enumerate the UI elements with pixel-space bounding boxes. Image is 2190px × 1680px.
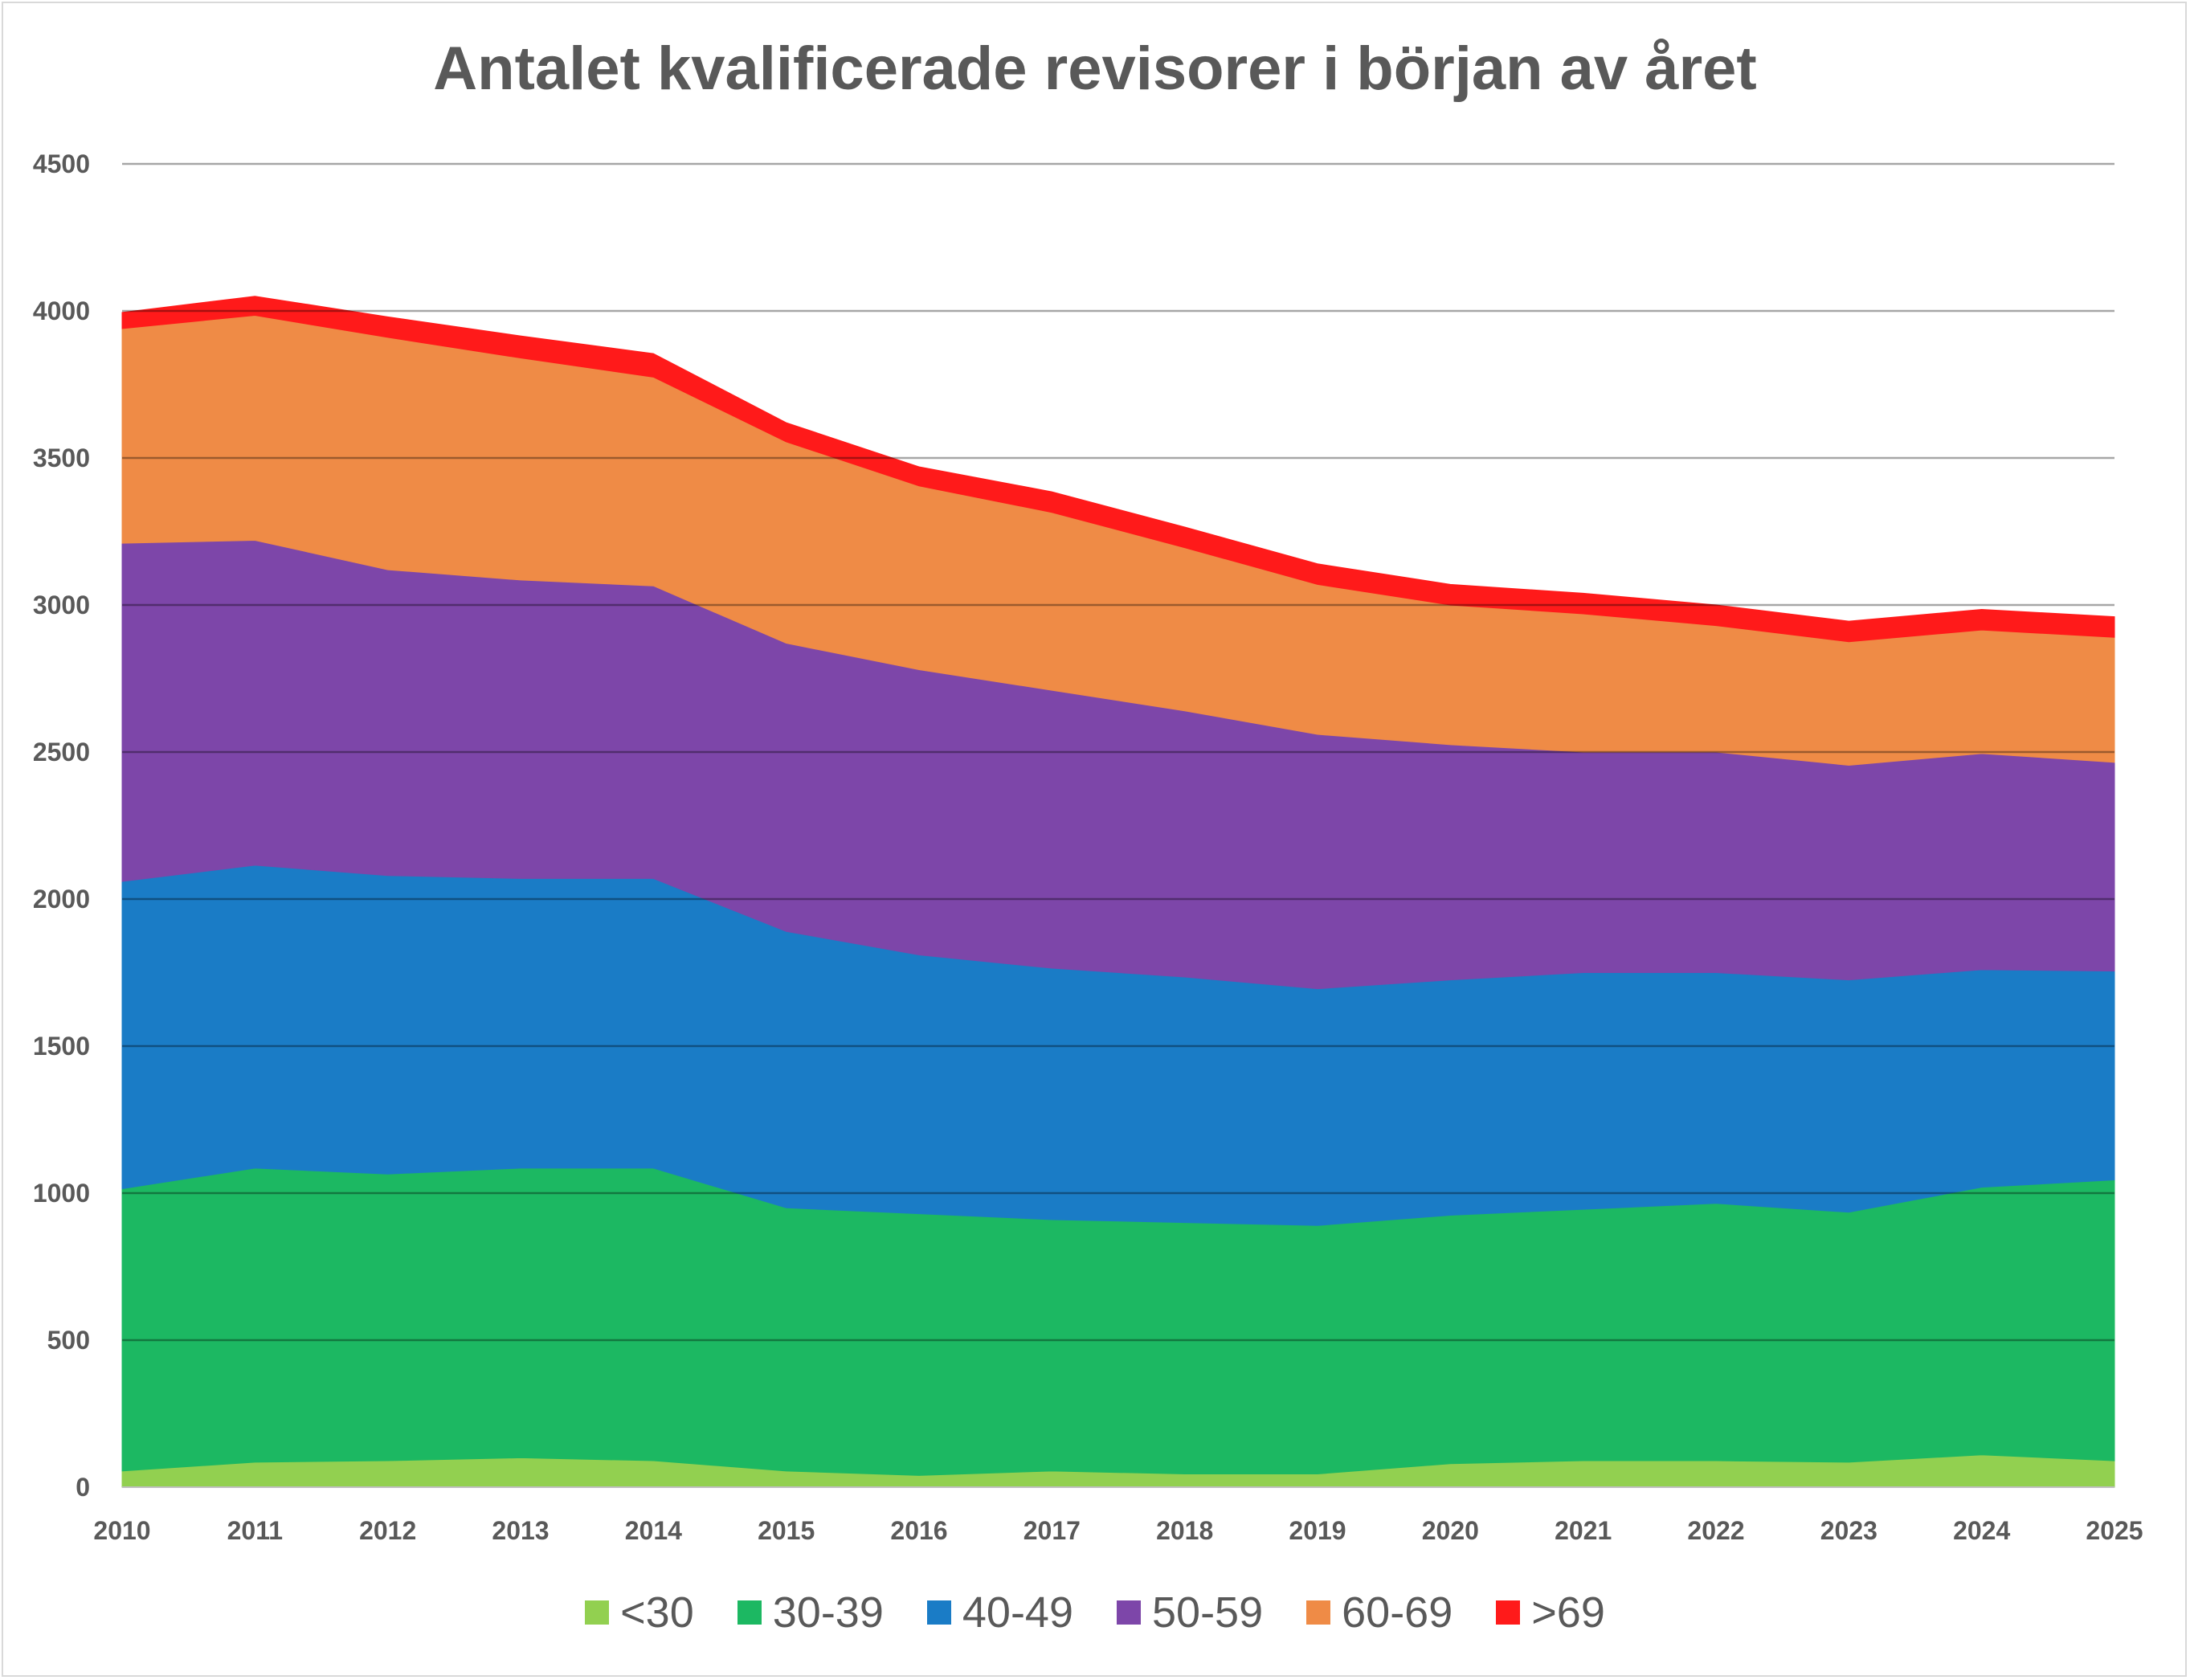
y-tick-label: 0 [76,1473,90,1502]
legend-item: 40-49 [926,1588,1073,1637]
x-tick-label: 2017 [1023,1516,1081,1545]
legend-swatch [737,1600,762,1625]
x-tick-label: 2025 [2086,1516,2143,1545]
x-tick-label: 2011 [227,1516,283,1545]
legend-swatch [1496,1600,1521,1625]
y-tick-label: 2000 [33,885,90,914]
legend-item: <30 [585,1588,694,1637]
legend-label: 30-39 [772,1588,884,1637]
y-tick-label: 4000 [33,296,90,325]
x-tick-label: 2010 [93,1516,150,1545]
legend: <30 30-39 40-49 50-59 60-69 >69 [0,1584,2190,1641]
legend-label: 50-59 [1152,1588,1264,1637]
x-tick-label: 2018 [1156,1516,1213,1545]
y-tick-label: 4500 [33,149,90,178]
x-tick-label: 2014 [625,1516,682,1545]
y-tick-label: 3500 [33,444,90,472]
area-layer [121,296,2115,1488]
x-tick-label: 2023 [1820,1516,1877,1545]
x-tick-label: 2019 [1289,1516,1346,1545]
legend-item: >69 [1496,1588,1605,1637]
legend-item: 30-39 [737,1588,884,1637]
x-tick-label: 2021 [1555,1516,1612,1545]
y-tick-label: 3000 [33,591,90,619]
legend-label: 40-49 [962,1588,1073,1637]
gridlines [122,162,2114,1488]
x-tick-label: 2022 [1687,1516,1744,1545]
legend-label: 60-69 [1342,1588,1453,1637]
legend-label: <30 [620,1588,694,1637]
x-tick-label: 2013 [492,1516,549,1545]
y-tick-label: 2500 [33,738,90,766]
area-series-5 [121,296,2115,643]
chart-title: Antalet kvalificerade revisorer i början… [433,35,1757,103]
legend-swatch [585,1600,610,1625]
legend-swatch [1117,1600,1141,1625]
y-tick-label: 1000 [33,1179,90,1208]
y-axis-ticks: 0 500 1000 1500 2000 2500 3000 3500 4000 4500 [33,149,90,1502]
legend-swatch [926,1600,951,1625]
x-tick-label: 2024 [1953,1516,2010,1545]
x-axis-ticks: 2010 2011 2012 2013 2014 2015 2016 2017 2018 2019… [93,1516,2143,1545]
x-tick-label: 2016 [890,1516,947,1545]
legend-item: 60-69 [1306,1588,1453,1637]
legend-item: 50-59 [1117,1588,1263,1637]
x-tick-label: 2012 [359,1516,416,1545]
x-tick-label: 2020 [1422,1516,1479,1545]
y-tick-label: 1500 [33,1032,90,1061]
y-tick-label: 500 [47,1326,90,1355]
x-tick-label: 2015 [758,1516,815,1545]
legend-label: >69 [1531,1588,1605,1637]
legend-swatch [1306,1600,1331,1625]
